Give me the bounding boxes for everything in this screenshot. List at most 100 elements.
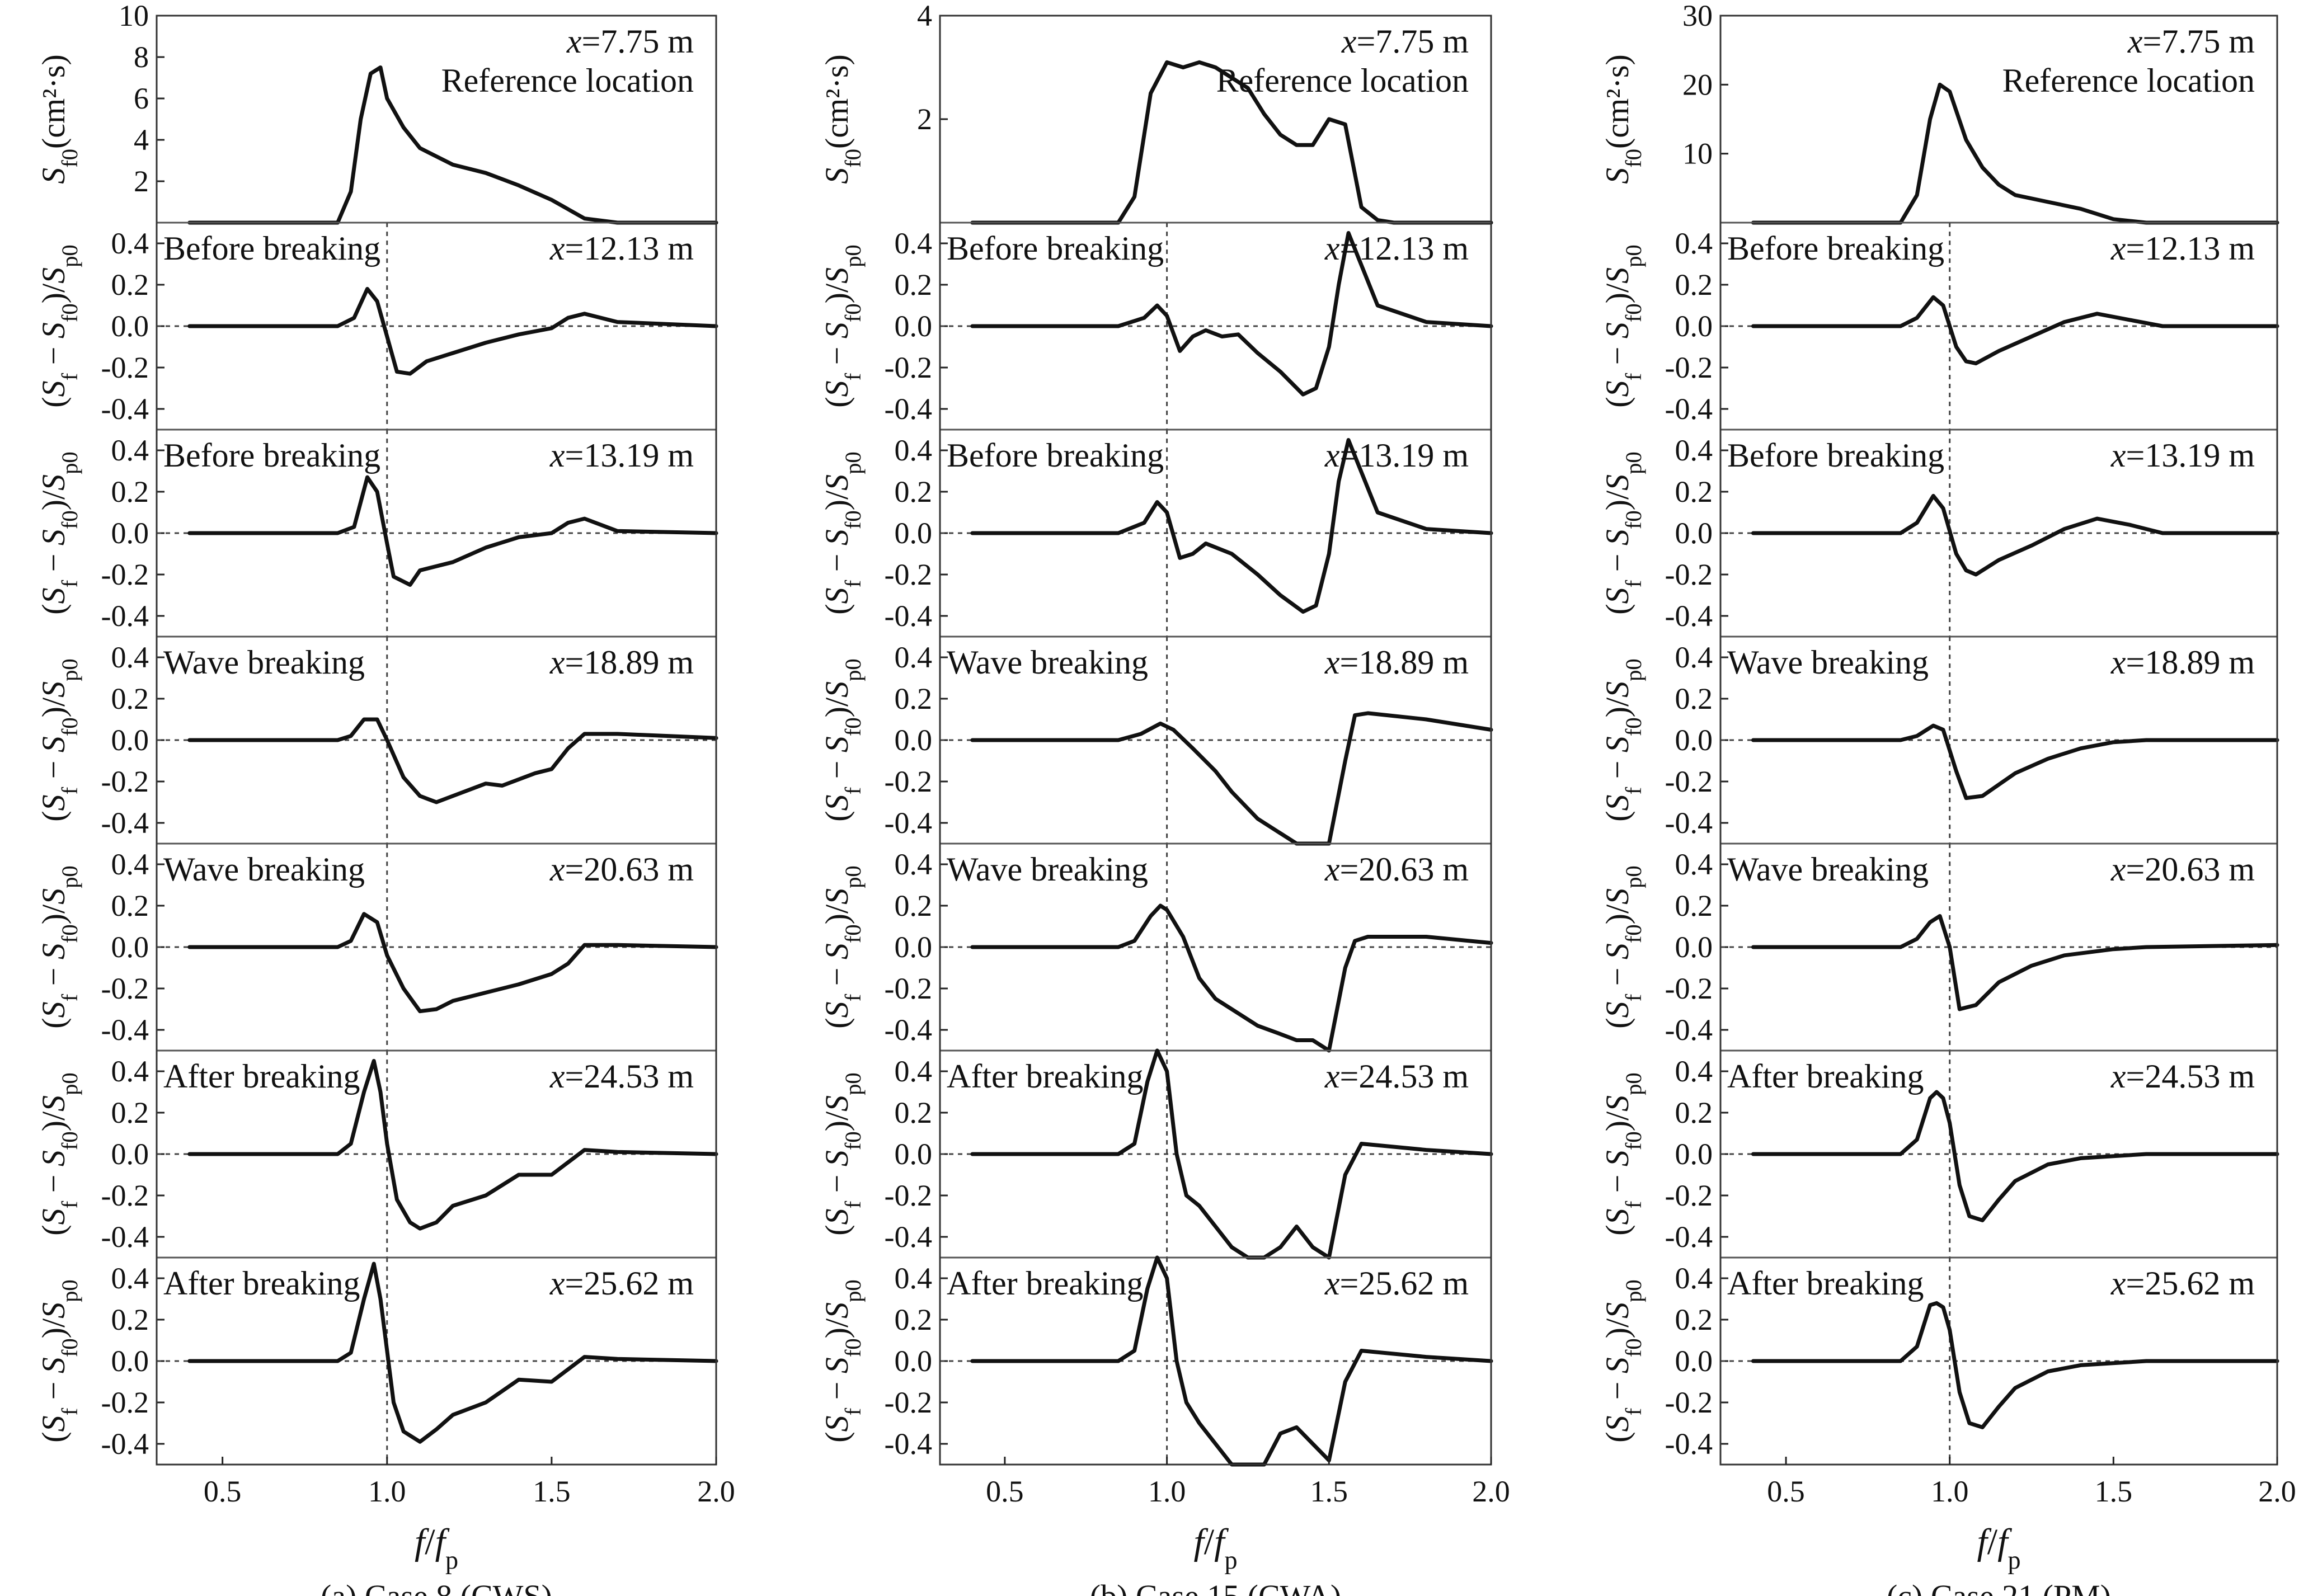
y-tick-label: 0.2 [895, 1303, 933, 1336]
y-tick-label: 0.2 [1675, 268, 1713, 302]
y-tick-label: 0.4 [1675, 227, 1713, 260]
position-label: x=25.62 m [2110, 1265, 2255, 1302]
y-tick-label: 0.0 [1675, 723, 1713, 757]
y-tick-label: 6 [134, 82, 149, 115]
axes-frame [156, 15, 717, 1466]
spectrum-curve [187, 475, 718, 587]
y-tick-label: 0.2 [1675, 889, 1713, 922]
y-tick-label: -0.4 [885, 806, 932, 840]
y-axis-label: Sf0​(cm²·s) [1599, 54, 1646, 184]
position-label: x=18.89 m [2110, 644, 2255, 681]
spectrum-curve [970, 438, 1493, 614]
y-tick-label: 0.2 [1675, 475, 1713, 509]
stage-label: After breaking [1727, 1058, 1924, 1095]
stage-label: Wave breaking [163, 851, 365, 888]
position-label: x=7.75 m [2127, 23, 2255, 60]
panel-4: -0.4 -0.2 0.0 0.2 0.4 (Sf​ − Sf0​)/Sp0​ x=18.8… [1599, 635, 2279, 844]
stage-label: After breaking [163, 1058, 360, 1095]
panel-4: -0.4 -0.2 0.0 0.2 0.4 (Sf​ − Sf0​)/Sp0​ x=18.8… [819, 635, 1493, 846]
y-tick-label: 0.2 [111, 889, 149, 922]
panel-7: -0.4 -0.2 0.0 0.2 0.4 (Sf​ − Sf0​)/Sp0​ x=25.6… [35, 1256, 718, 1465]
y-tick-label: 0.2 [111, 1303, 149, 1336]
stage-label: After breaking [947, 1265, 1144, 1302]
y-tick-label: 0.0 [111, 723, 149, 757]
position-label: x=25.62 m [1324, 1265, 1469, 1302]
position-label: x=20.63 m [1324, 851, 1469, 888]
y-tick-label: -0.2 [885, 765, 932, 798]
x-tick-label: 0.5 [204, 1475, 242, 1508]
y-tick-label: 0.0 [1675, 516, 1713, 550]
chart-caption: (c) Case 21 (PM) [1887, 1578, 2111, 1596]
y-tick-label: 0.0 [111, 1137, 149, 1171]
y-tick-label: 0.0 [895, 1344, 933, 1378]
y-tick-label: 0.4 [1675, 848, 1713, 881]
y-axis-label: (Sf​ − Sf0​)/Sp0​ [35, 451, 82, 614]
x-axis-label: f/fp [1977, 1522, 2020, 1574]
y-tick-label: -0.2 [885, 972, 932, 1005]
panel-2: -0.4 -0.2 0.0 0.2 0.4 (Sf​ − Sf0​)/Sp0​ x=12.1… [1599, 222, 2279, 430]
position-label: x=12.13 m [2110, 230, 2255, 267]
position-label: x=20.63 m [2110, 851, 2255, 888]
y-tick-label: 2 [917, 102, 932, 136]
spectrum-curve [1751, 295, 2279, 366]
stage-label: Before breaking [1727, 230, 1944, 267]
y-tick-label: 0.0 [1675, 309, 1713, 343]
y-tick-label: 0.4 [895, 641, 933, 674]
x-tick-label: 0.5 [986, 1475, 1024, 1508]
y-tick-label: 0.4 [895, 434, 933, 467]
y-tick-label: 20 [1682, 68, 1713, 101]
y-tick-label: 0.4 [111, 1261, 149, 1295]
y-axis-label: (Sf​ − Sf0​)/Sp0​ [35, 1072, 82, 1235]
chart-caption: (b) Case 15 (CWA) [1090, 1578, 1341, 1596]
y-axis-label: (Sf​ − Sf0​)/Sp0​ [819, 244, 866, 407]
y-axis-label: (Sf​ − Sf0​)/Sp0​ [819, 451, 866, 614]
y-axis-label: (Sf​ − Sf0​)/Sp0​ [35, 1279, 82, 1442]
y-tick-label: -0.4 [885, 599, 932, 633]
y-tick-label: -0.2 [1665, 1179, 1713, 1212]
stage-label: Wave breaking [947, 851, 1148, 888]
x-tick-label: 1.5 [533, 1475, 571, 1508]
y-axis-label: (Sf​ − Sf0​)/Sp0​ [1599, 1279, 1646, 1442]
stage-label: Reference location [1216, 62, 1469, 99]
y-axis-label: (Sf​ − Sf0​)/Sp0​ [1599, 865, 1646, 1028]
y-tick-label: 2 [134, 164, 149, 198]
x-tick-label: 2.0 [1472, 1475, 1510, 1508]
y-tick-label: -0.4 [1665, 392, 1713, 426]
panel-3: -0.4 -0.2 0.0 0.2 0.4 (Sf​ − Sf0​)/Sp0​ x=13.1… [1599, 429, 2279, 637]
y-tick-label: 0.0 [111, 1344, 149, 1378]
y-tick-label: 0.2 [895, 268, 933, 302]
y-tick-label: 0.4 [895, 227, 933, 260]
y-tick-label: 0.4 [1675, 641, 1713, 674]
y-tick-label: -0.2 [885, 1386, 932, 1419]
spectrum-curve [970, 1048, 1493, 1260]
y-tick-label: -0.2 [1665, 351, 1713, 384]
x-axis-label: f/fp [1193, 1522, 1237, 1574]
y-axis-label: (Sf​ − Sf0​)/Sp0​ [1599, 451, 1646, 614]
spectrum-curve [187, 1059, 718, 1231]
position-label: x=7.75 m [566, 23, 694, 60]
stage-label: Wave breaking [1727, 644, 1929, 681]
y-tick-label: -0.4 [1665, 1220, 1713, 1254]
stage-label: Before breaking [163, 230, 380, 267]
y-tick-label: 4 [134, 123, 149, 157]
panel-7: -0.4 -0.2 0.0 0.2 0.4 (Sf​ − Sf0​)/Sp0​ x=25.6… [1599, 1256, 2279, 1465]
spectrum-curve [1751, 723, 2279, 801]
position-label: x=13.19 m [1324, 437, 1469, 474]
spectrum-curve [970, 231, 1493, 397]
y-tick-label: 0.4 [895, 1054, 933, 1088]
y-tick-label: -0.4 [101, 599, 149, 633]
y-tick-label: -0.2 [101, 1386, 149, 1419]
y-tick-label: -0.4 [885, 1220, 932, 1254]
y-tick-label: -0.4 [1665, 1427, 1713, 1461]
x-tick-label: 1.5 [2095, 1475, 2133, 1508]
y-tick-label: 0.0 [895, 309, 933, 343]
y-tick-label: 10 [119, 0, 149, 32]
y-tick-label: -0.4 [885, 1427, 932, 1461]
y-tick-label: 4 [917, 0, 932, 32]
y-tick-label: -0.4 [101, 392, 149, 426]
y-tick-label: 0.2 [1675, 682, 1713, 715]
stage-label: Wave breaking [163, 644, 365, 681]
y-axis-label: (Sf​ − Sf0​)/Sp0​ [819, 658, 866, 821]
y-tick-label: -0.4 [101, 806, 149, 840]
